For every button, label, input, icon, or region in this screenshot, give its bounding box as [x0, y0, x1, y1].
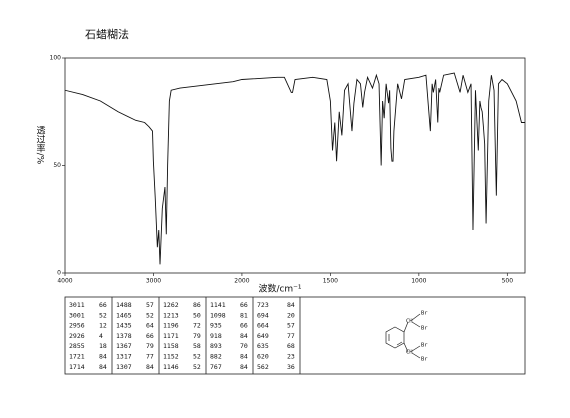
peak-wavenumber: 1158: [163, 342, 179, 350]
peak-wavenumber: 664: [257, 322, 269, 330]
peak-wavenumber: 1196: [163, 322, 179, 330]
peak-wavenumber: 1171: [163, 332, 179, 340]
peak-transmittance: 84: [240, 363, 248, 371]
x-tick-label: 1500: [323, 278, 338, 285]
chart-title: 石蜡糊法: [85, 27, 129, 41]
y-tick-label: 0: [57, 270, 61, 277]
peak-wavenumber: 3001: [69, 311, 85, 319]
peak-transmittance: 4: [99, 332, 103, 340]
peak-transmittance: 66: [99, 301, 107, 309]
peak-transmittance: 52: [193, 353, 201, 361]
peak-transmittance: 64: [146, 322, 154, 330]
peak-wavenumber: 918: [210, 332, 222, 340]
spectrum-line: [64, 72, 525, 265]
peak-transmittance: 77: [146, 353, 154, 361]
peak-transmittance: 58: [193, 342, 201, 350]
y-tick-label: 100: [50, 55, 62, 62]
y-tick-label: 50: [53, 162, 61, 169]
peak-wavenumber: 649: [257, 332, 269, 340]
peak-wavenumber: 882: [210, 353, 222, 361]
peak-wavenumber: 1317: [116, 353, 132, 361]
structure-drawing: [385, 313, 421, 359]
peak-wavenumber: 2855: [69, 342, 85, 350]
structure-label: Br: [421, 357, 428, 363]
peak-wavenumber: 1213: [163, 311, 179, 319]
peak-wavenumber: 694: [257, 311, 269, 319]
peak-transmittance: 57: [287, 322, 295, 330]
peak-wavenumber: 723: [257, 301, 269, 309]
peak-wavenumber: 1465: [116, 311, 132, 319]
peak-transmittance: 66: [240, 301, 248, 309]
peak-wavenumber: 1098: [210, 311, 226, 319]
peak-transmittance: 84: [99, 353, 107, 361]
peak-wavenumber: 767: [210, 363, 222, 371]
peak-transmittance: 70: [240, 342, 248, 350]
peak-transmittance: 66: [240, 322, 248, 330]
peak-wavenumber: 620: [257, 353, 269, 361]
peak-wavenumber: 562: [257, 363, 269, 371]
peak-wavenumber: 2956: [69, 322, 85, 330]
table-dividers: [111, 297, 301, 374]
peak-wavenumber: 3011: [69, 301, 85, 309]
x-tick-label: 2000: [234, 278, 249, 285]
peak-transmittance: 81: [240, 311, 248, 319]
peak-transmittance: 57: [146, 301, 154, 309]
peak-transmittance: 77: [287, 332, 295, 340]
peak-wavenumber: 1141: [210, 301, 226, 309]
peak-transmittance: 36: [287, 363, 295, 371]
x-tick-label: 1000: [411, 278, 426, 285]
peak-wavenumber: 1378: [116, 332, 132, 340]
x-tick-label: 500: [502, 278, 514, 285]
table-frame: [64, 296, 526, 375]
peak-wavenumber: 1307: [116, 363, 132, 371]
peak-transmittance: 20: [287, 311, 295, 319]
peak-transmittance: 79: [146, 342, 154, 350]
peak-transmittance: 52: [99, 311, 107, 319]
peak-transmittance: 52: [193, 363, 201, 371]
peak-wavenumber: 1721: [69, 353, 85, 361]
peak-transmittance: 50: [193, 311, 201, 319]
peak-wavenumber: 635: [257, 342, 269, 350]
peak-transmittance: 84: [240, 332, 248, 340]
x-axis-label: 波数/cm⁻¹: [258, 283, 301, 295]
peak-wavenumber: 1714: [69, 363, 85, 371]
y-axis-label: 透过率/%: [35, 126, 46, 165]
peak-wavenumber: 1435: [116, 322, 132, 330]
peak-wavenumber: 2926: [69, 332, 85, 340]
peak-transmittance: 84: [99, 363, 107, 371]
peak-transmittance: 52: [146, 311, 154, 319]
structure-label: CH: [406, 350, 413, 356]
peak-transmittance: 79: [193, 332, 201, 340]
peak-wavenumber: 1262: [163, 301, 179, 309]
x-tick-label: 4000: [57, 278, 72, 285]
peak-wavenumber: 935: [210, 322, 222, 330]
peak-transmittance: 18: [99, 342, 107, 350]
peak-transmittance: 68: [287, 342, 295, 350]
peak-transmittance: 66: [146, 332, 154, 340]
peak-wavenumber: 1146: [163, 363, 179, 371]
peak-wavenumber: 1367: [116, 342, 132, 350]
peak-transmittance: 84: [287, 301, 295, 309]
peak-transmittance: 23: [287, 353, 295, 361]
plot-frame: [64, 57, 526, 274]
peak-wavenumber: 1152: [163, 353, 179, 361]
peak-transmittance: 84: [146, 363, 154, 371]
structure-label: CH: [406, 319, 413, 325]
peak-wavenumber: 1488: [116, 301, 132, 309]
peak-wavenumber: 893: [210, 342, 222, 350]
peak-transmittance: 84: [240, 353, 248, 361]
peak-transmittance: 12: [99, 322, 107, 330]
structure-label: Br: [421, 311, 428, 317]
structure-label: Br: [421, 326, 428, 332]
x-tick-label: 3000: [146, 278, 161, 285]
peak-transmittance: 86: [193, 301, 201, 309]
structure-label: Br: [421, 343, 428, 349]
peak-transmittance: 72: [193, 322, 201, 330]
